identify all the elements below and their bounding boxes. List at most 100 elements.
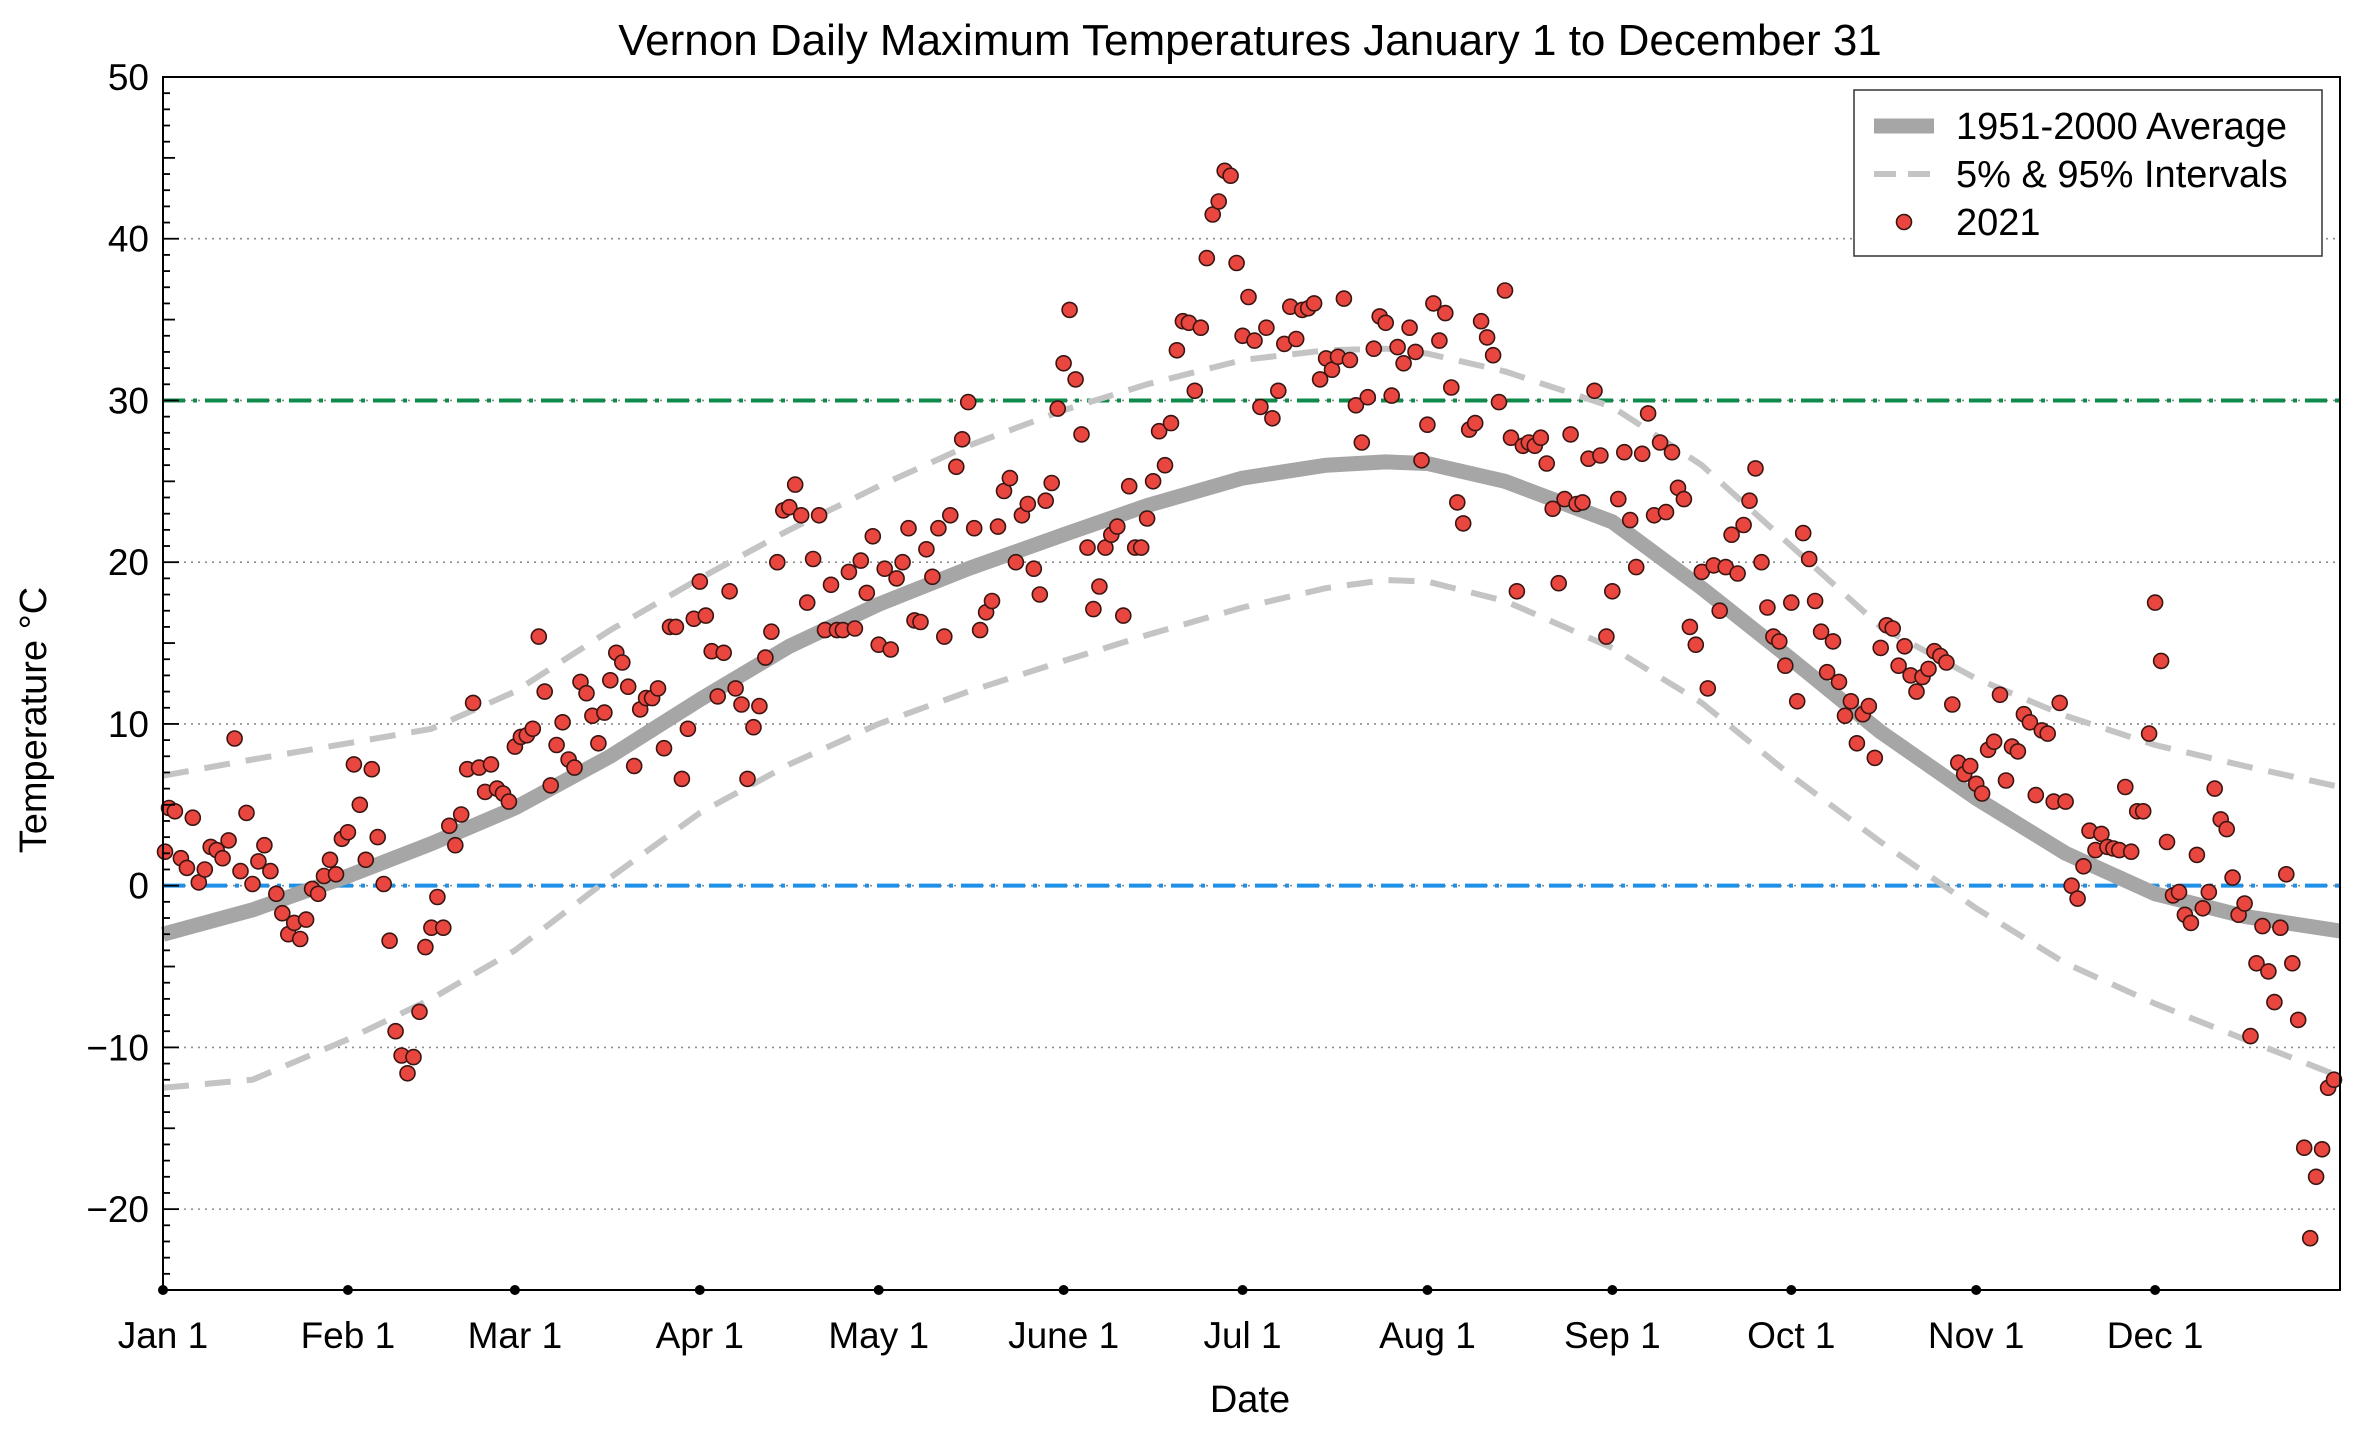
legend-box: [1853, 89, 2323, 257]
data-point: [1258, 319, 1275, 337]
data-point: [1449, 494, 1466, 511]
data-point: [1443, 379, 1460, 396]
x-tick-mark: [1422, 1285, 1433, 1295]
data-point: [959, 393, 977, 411]
data-point: [2224, 869, 2241, 886]
data-point: [214, 849, 231, 867]
data-point: [1800, 550, 1818, 568]
data-point: [601, 671, 619, 689]
data-point: [1019, 495, 1037, 513]
x-tick-label: Jan 1: [118, 1315, 209, 1356]
data-point: [1836, 707, 1854, 725]
data-point: [804, 550, 822, 568]
data-point: [798, 594, 816, 611]
legend-label: 2021: [1956, 202, 2041, 244]
data-point: [1920, 660, 1937, 678]
data-point: [1842, 692, 1860, 710]
data-point: [446, 836, 464, 854]
data-point: [1610, 490, 1627, 508]
data-point: [500, 793, 518, 810]
data-point: [1132, 539, 1150, 556]
data-point: [1699, 680, 1717, 697]
data-point: [1001, 469, 1019, 487]
data-point: [220, 832, 237, 849]
data-point: [1359, 388, 1377, 406]
data-point: [649, 680, 667, 697]
data-point: [673, 770, 691, 788]
data-point: [1383, 387, 1400, 404]
data-point: [2313, 1141, 2331, 1158]
data-point: [1198, 249, 1216, 267]
x-tick-label: Nov 1: [1928, 1315, 2025, 1356]
data-point: [345, 756, 363, 773]
data-point: [763, 623, 780, 641]
data-point: [1788, 692, 1806, 710]
data-point: [1437, 304, 1454, 322]
data-point: [2254, 917, 2271, 935]
data-point: [2021, 713, 2039, 731]
data-point: [1472, 312, 1490, 330]
data-point: [1598, 628, 1615, 645]
data-point: [184, 809, 202, 827]
data-point: [757, 649, 774, 666]
data-point: [482, 756, 500, 773]
data-point: [536, 683, 554, 700]
data-point: [935, 628, 953, 645]
data-point: [947, 458, 965, 476]
data-point: [262, 862, 279, 880]
data-point: [166, 802, 184, 820]
upper-interval-line: [162, 345, 2341, 790]
data-point: [1389, 338, 1406, 356]
data-point: [2260, 963, 2277, 980]
data-point: [1818, 663, 1836, 681]
data-point: [768, 553, 786, 571]
data-point: [1860, 697, 1878, 715]
data-point: [2278, 865, 2295, 883]
data-point: [1908, 683, 1925, 700]
y-tick-label: 10: [108, 704, 149, 745]
data-point: [1341, 351, 1359, 369]
x-tick-label: Oct 1: [1747, 1315, 1835, 1356]
x-tick-label: Aug 1: [1379, 1315, 1476, 1356]
x-tick-mark: [1607, 1285, 1618, 1295]
data-point: [912, 613, 929, 631]
data-point: [1162, 414, 1180, 432]
data-point: [619, 678, 637, 696]
y-tick-label: 20: [108, 542, 149, 583]
data-point: [1377, 314, 1394, 332]
x-tick-mark: [1786, 1285, 1797, 1295]
x-tick-mark: [1058, 1285, 1069, 1295]
data-point: [924, 568, 941, 586]
y-axis-label: Temperature °C: [13, 587, 55, 854]
data-point: [733, 696, 750, 713]
data-point: [1777, 657, 1794, 675]
data-point: [1633, 445, 1651, 463]
data-point: [846, 620, 864, 637]
data-point: [452, 806, 470, 823]
data-point: [2301, 1229, 2319, 1247]
data-point: [1872, 639, 1889, 657]
data-point: [1550, 574, 1567, 592]
data-point: [1222, 167, 1239, 184]
x-tick-label: Apr 1: [656, 1315, 744, 1356]
data-point: [405, 1048, 422, 1066]
data-point: [2284, 954, 2301, 972]
data-point: [1186, 382, 1204, 400]
data-point: [1944, 696, 1961, 713]
data-point: [1335, 290, 1353, 307]
data-point: [941, 506, 959, 524]
data-point: [1270, 382, 1287, 400]
data-point: [697, 607, 715, 624]
data-point: [417, 938, 434, 956]
data-point: [250, 853, 267, 870]
x-tick-label: May 1: [828, 1315, 929, 1356]
data-point: [2295, 1139, 2313, 1156]
data-point: [351, 796, 369, 814]
data-point: [1168, 341, 1186, 359]
data-point: [1991, 686, 2009, 704]
data-point: [464, 694, 482, 712]
data-point: [1311, 371, 1329, 388]
x-tick-mark: [1971, 1285, 1982, 1295]
data-point: [2218, 820, 2235, 838]
